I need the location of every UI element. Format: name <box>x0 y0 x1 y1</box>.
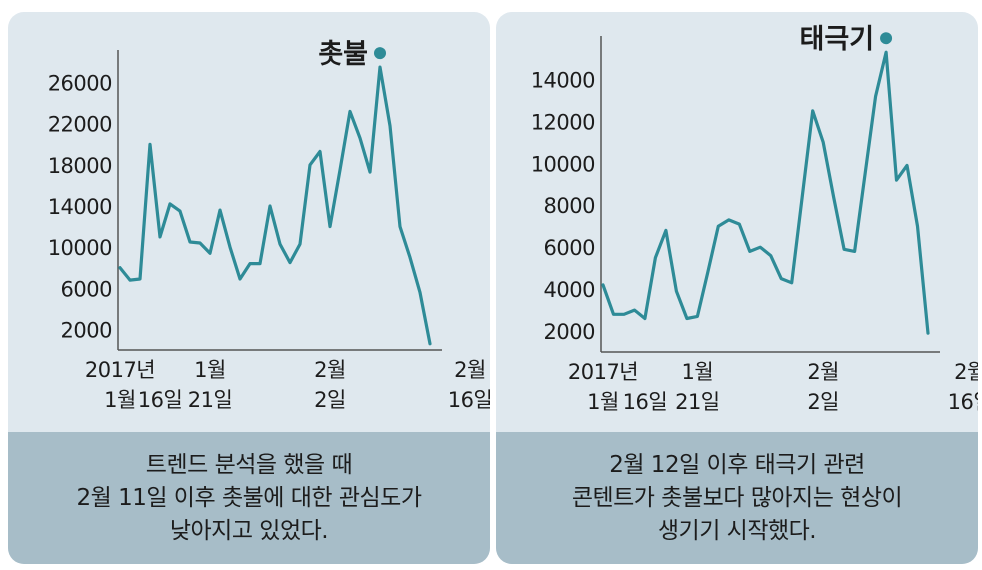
candle-y-tick-label: 26000 <box>48 72 112 96</box>
candle-x-tick-label: 16일 <box>138 388 183 412</box>
candle-x-tick-label: 2월 16일 <box>448 358 490 412</box>
candle-peak-marker <box>374 47 386 60</box>
candle-y-tick-label: 6000 <box>61 277 112 301</box>
taegukgi-y-tick-label: 14000 <box>531 68 595 92</box>
candle-caption-box: 트렌드 분석을 했을 때 2월 11일 이후 촛불에 대한 관심도가 낮아지고 … <box>8 432 490 564</box>
taegukgi-x-tick-label: 2월 2일 <box>807 360 839 414</box>
candle-caption-line-3: 낮아지고 있었다. <box>169 517 329 544</box>
taegukgi-series-line <box>601 50 930 335</box>
candle-x-tick-label: 2017년 1월 <box>85 358 155 412</box>
taegukgi-x-tick-label: 1월 21일 <box>675 360 720 414</box>
candle-caption: 트렌드 분석을 했을 때 2월 11일 이후 촛불에 대한 관심도가 낮아지고 … <box>76 449 422 548</box>
taegukgi-caption-line-3: 생기기 시작했다. <box>657 517 817 544</box>
taegukgi-caption-line-2: 콘텐트가 촛불보다 많아지는 현상이 <box>571 484 903 511</box>
candle-y-tick-label: 2000 <box>61 318 112 342</box>
candle-x-tick-label: 2월 2일 <box>314 358 346 412</box>
candle-y-tick-label: 22000 <box>48 113 112 137</box>
candle-caption-line-1: 트렌드 분석을 했을 때 <box>145 451 353 478</box>
taegukgi-x-tick-label: 16일 <box>623 390 668 414</box>
candle-line-chart: 2000 6000 10000 14000 18000 22000 26000 2017년 1월… <box>48 39 490 412</box>
taegukgi-y-tick-label: 8000 <box>544 194 595 218</box>
candle-caption-line-2: 2월 11일 이후 촛불에 대한 관심도가 <box>76 484 422 511</box>
candle-y-tick-label: 10000 <box>48 236 112 260</box>
taegukgi-caption: 2월 12일 이후 태극기 관련 콘텐트가 촛불보다 많아지는 현상이 생기기 … <box>571 449 903 548</box>
taegukgi-chart-panel: 2000 4000 6000 8000 10000 12000 14000 2017년 1월 16… <box>496 12 978 564</box>
candle-y-tick-label: 18000 <box>48 154 112 178</box>
taegukgi-y-tick-label: 2000 <box>544 320 595 344</box>
taegukgi-y-tick-label: 4000 <box>544 278 595 302</box>
candle-series-line <box>118 65 432 346</box>
taegukgi-line-chart: 2000 4000 6000 8000 10000 12000 14000 2017년 1월 16… <box>531 24 978 414</box>
taegukgi-peak-marker <box>880 32 893 45</box>
taegukgi-chart-title: 태극기 <box>800 24 875 55</box>
taegukgi-x-tick-label: 2017년 1월 <box>568 360 638 414</box>
taegukgi-caption-line-1: 2월 12일 이후 태극기 관련 <box>609 451 865 478</box>
candle-chart-panel: 2000 6000 10000 14000 18000 22000 26000 2017년 1월… <box>8 12 490 564</box>
taegukgi-y-tick-label: 10000 <box>531 152 595 176</box>
taegukgi-caption-box: 2월 12일 이후 태극기 관련 콘텐트가 촛불보다 많아지는 현상이 생기기 … <box>496 432 978 564</box>
taegukgi-y-tick-label: 12000 <box>531 110 595 134</box>
candle-chart-title: 촛불 <box>318 39 368 70</box>
taegukgi-y-tick-label: 6000 <box>544 236 595 260</box>
candle-x-tick-label: 1월 21일 <box>188 358 233 412</box>
candle-y-tick-label: 14000 <box>48 195 112 219</box>
